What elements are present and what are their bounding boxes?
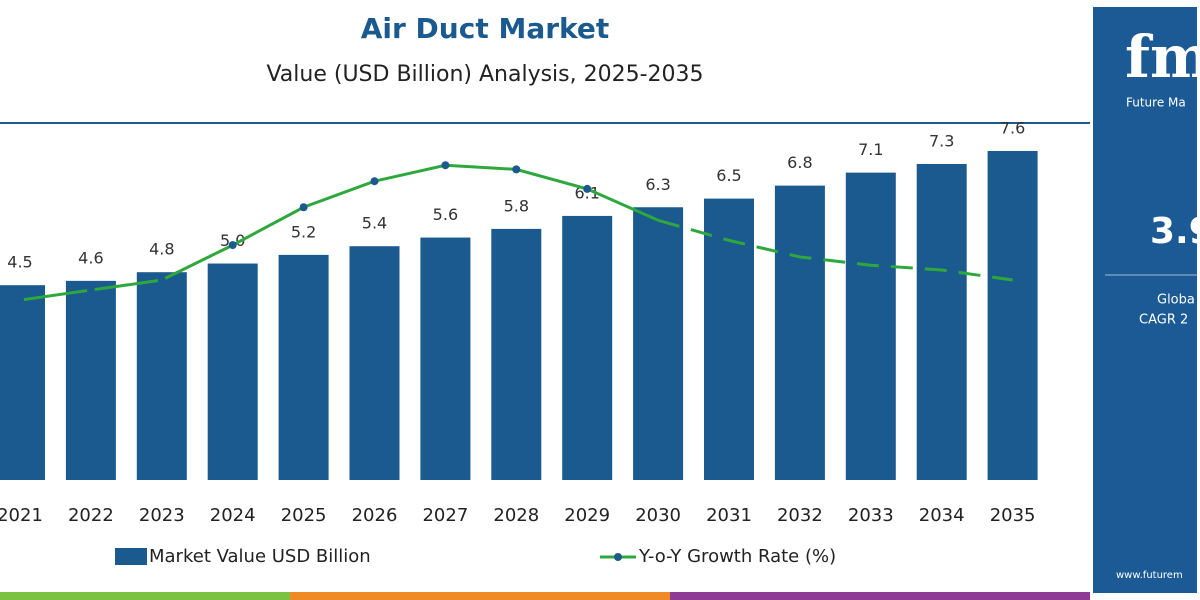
- x-tick-label: 2035: [990, 505, 1036, 526]
- value-label: 4.6: [78, 248, 103, 267]
- value-label: 7.6: [1000, 118, 1025, 137]
- x-tick-label: 2028: [493, 505, 539, 526]
- footer-band: [670, 592, 1090, 600]
- value-label: 5.8: [504, 196, 529, 215]
- x-tick-label: 2027: [422, 505, 468, 526]
- value-label: 4.5: [7, 253, 32, 272]
- growth-point: [157, 276, 166, 285]
- x-tick-label: 2030: [635, 505, 681, 526]
- bar: [704, 198, 754, 480]
- growth-point: [583, 184, 592, 193]
- bar: [65, 280, 116, 480]
- growth-line: [657, 218, 1013, 282]
- value-label: 4.8: [149, 240, 174, 259]
- value-label: 5.2: [291, 222, 316, 241]
- value-label: 5.4: [362, 214, 387, 233]
- side-panel: [1091, 5, 1199, 595]
- growth-point: [299, 203, 308, 212]
- bar: [562, 215, 613, 481]
- bar: [207, 263, 258, 480]
- footer-band: [290, 592, 670, 600]
- panel-text: CAGR 2: [1139, 313, 1188, 328]
- bar: [136, 272, 187, 480]
- footer-band: [0, 592, 290, 600]
- x-tick-label: 2023: [139, 505, 185, 526]
- value-label: 5.6: [433, 205, 458, 224]
- growth-point: [512, 165, 521, 174]
- x-tick-label: 2026: [352, 505, 398, 526]
- bar: [987, 150, 1038, 480]
- logo-caption: Future Ma: [1126, 96, 1186, 110]
- x-tick-label: 2029: [564, 505, 610, 526]
- x-tick-label: 2032: [777, 505, 823, 526]
- legend-label: Market Value USD Billion: [149, 546, 371, 567]
- x-tick-label: 2025: [281, 505, 327, 526]
- bar: [916, 163, 967, 480]
- growth-point: [228, 241, 237, 250]
- website: www.futurem: [1116, 570, 1183, 581]
- chart-title: Air Duct Market: [361, 12, 610, 45]
- bar: [420, 237, 471, 480]
- value-label: 6.3: [645, 175, 670, 194]
- panel-text: Globa: [1157, 293, 1195, 308]
- value-label: 6.5: [716, 166, 741, 185]
- value-label: 7.1: [858, 140, 883, 159]
- bar: [0, 285, 45, 480]
- bar: [633, 207, 684, 480]
- x-tick-label: 2031: [706, 505, 752, 526]
- x-tick-label: 2034: [919, 505, 965, 526]
- bar: [845, 172, 896, 480]
- bar: [774, 185, 825, 481]
- growth-point: [16, 296, 24, 305]
- legend-label: Y-o-Y Growth Rate (%): [638, 546, 836, 567]
- x-tick-label: 2022: [68, 505, 114, 526]
- bar: [491, 228, 542, 480]
- bar: [349, 246, 400, 480]
- x-tick-label: 2033: [848, 505, 894, 526]
- growth-point: [441, 161, 450, 170]
- growth-point: [86, 286, 95, 295]
- legend-swatch: [614, 553, 622, 561]
- cagr-value: 3.9: [1150, 211, 1200, 252]
- legend-swatch: [115, 548, 147, 565]
- value-label: 7.3: [929, 131, 954, 150]
- growth-point: [370, 177, 379, 186]
- growth-line: [19, 163, 659, 302]
- chart-subtitle: Value (USD Billion) Analysis, 2025-2035: [266, 62, 703, 87]
- x-tick-label: 2024: [210, 505, 256, 526]
- value-label: 6.8: [787, 153, 812, 172]
- x-tick-label: 2021: [0, 505, 43, 526]
- logo: fmi: [1125, 23, 1200, 91]
- bar: [278, 254, 329, 480]
- value-label: 5.0: [220, 231, 245, 250]
